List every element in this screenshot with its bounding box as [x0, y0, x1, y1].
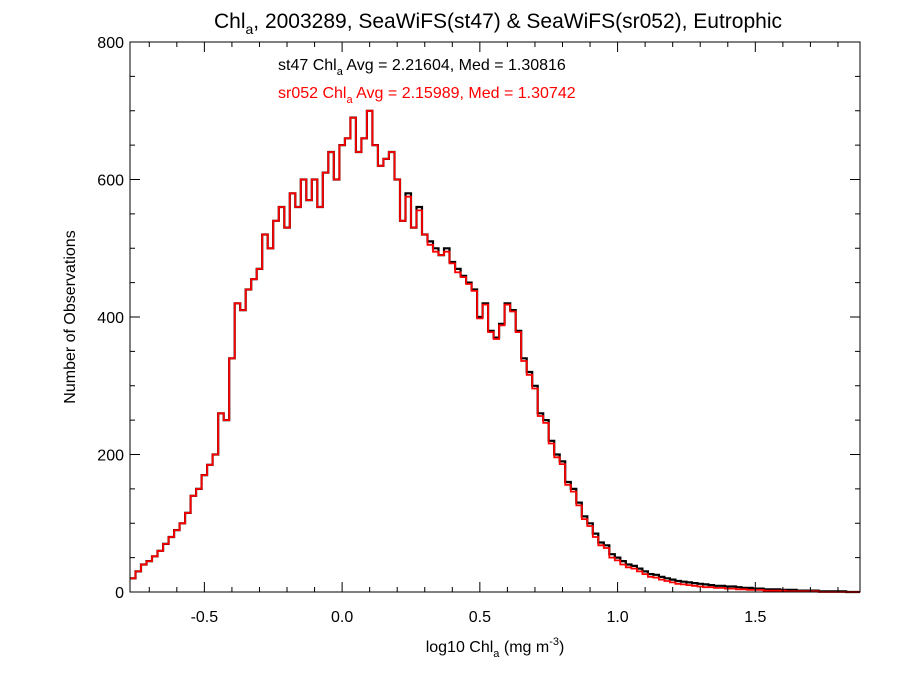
x-tick-label: 1.5	[744, 609, 766, 626]
axes-group: -0.5 0.0 0.5 1.0 1.5 0 200 400 600 800	[97, 35, 861, 626]
title-subscript: a	[245, 21, 253, 37]
x-axis-label-post: )	[559, 639, 564, 656]
x-axis-label-subscript: a	[493, 648, 500, 660]
title-post: , 2003289, SeaWiFS(st47) & SeaWiFS(sr052…	[253, 10, 782, 33]
series-line-0	[130, 109, 860, 594]
x-axis-label: log10 Chla (mg m-3)	[426, 636, 565, 660]
y-tick-label: 400	[97, 310, 124, 327]
annotation-st47-subscript: a	[337, 66, 344, 78]
x-axis-label-mid: (mg m	[499, 639, 549, 656]
title-pre: Chl	[214, 10, 246, 33]
x-tick-label: 1.0	[606, 609, 628, 626]
y-axis-label: Number of Observations	[62, 230, 79, 403]
y-tick-label: 0	[115, 585, 124, 602]
annotation-sr052-subscript: a	[346, 94, 353, 106]
x-axis-label-pre: log10 Chl	[426, 639, 494, 656]
y-tick-label: 600	[97, 173, 124, 190]
x-axis-label-superscript: -3	[549, 636, 559, 648]
series-line-1	[130, 109, 860, 593]
series-group	[130, 109, 860, 594]
annotation-st47-post: Avg = 2.21604, Med = 1.30816	[343, 57, 566, 74]
annotation-sr052-post: Avg = 2.15989, Med = 1.30742	[353, 85, 576, 102]
x-tick-label: -0.5	[191, 609, 219, 626]
y-tick-label: 200	[97, 448, 124, 465]
plot-frame	[129, 41, 861, 593]
chart-title: Chla, 2003289, SeaWiFS(st47) & SeaWiFS(s…	[214, 10, 782, 37]
x-tick-label: 0.0	[331, 609, 353, 626]
annotation-sr052: sr052 Chla Avg = 2.15989, Med = 1.30742	[278, 85, 576, 106]
annotation-st47: st47 Chla Avg = 2.21604, Med = 1.30816	[278, 57, 566, 78]
y-tick-label: 800	[97, 35, 124, 52]
annotation-st47-pre: st47 Chl	[278, 57, 337, 74]
annotation-sr052-pre: sr052 Chl	[278, 85, 346, 102]
x-tick-label: 0.5	[469, 609, 491, 626]
